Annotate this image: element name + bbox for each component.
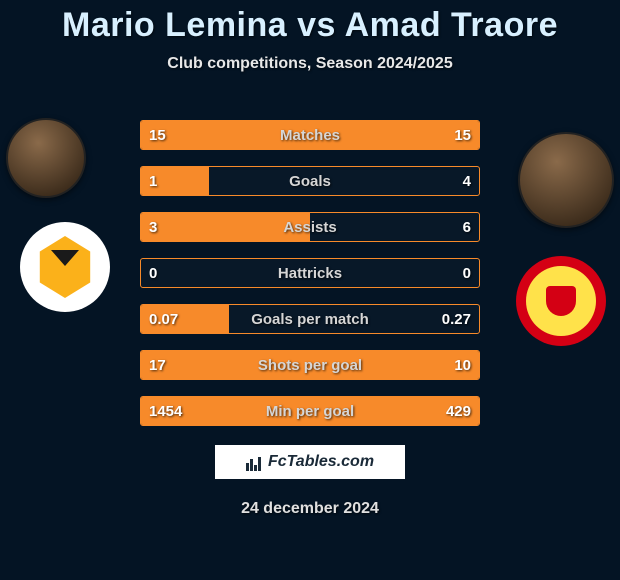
player-avatar-right [518,132,614,228]
stat-value-right: 10 [454,351,471,379]
stat-label: Goals [141,167,479,195]
fctables-badge: FcTables.com [215,445,405,479]
stat-row-matches: 15 Matches 15 [140,120,480,150]
stat-label: Goals per match [141,305,479,333]
stat-value-right: 15 [454,121,471,149]
bars-icon [246,453,262,471]
stat-row-goals-per-match: 0.07 Goals per match 0.27 [140,304,480,334]
stat-value-right: 429 [446,397,471,425]
stat-label: Matches [141,121,479,149]
club-badge-right [516,256,606,346]
stat-label: Min per goal [141,397,479,425]
wolves-icon [37,236,93,298]
stats-chart: 15 Matches 15 1 Goals 4 3 Assists 6 0 Ha… [140,120,480,442]
man-utd-icon [526,266,596,336]
stat-label: Assists [141,213,479,241]
stat-label: Hattricks [141,259,479,287]
comparison-title: Mario Lemina vs Amad Traore [0,0,620,45]
player-avatar-left [6,118,86,198]
fctables-label: FcTables.com [268,453,374,471]
stat-label: Shots per goal [141,351,479,379]
comparison-date: 24 december 2024 [0,500,620,518]
comparison-subtitle: Club competitions, Season 2024/2025 [0,55,620,73]
stat-row-hattricks: 0 Hattricks 0 [140,258,480,288]
stat-value-right: 6 [463,213,471,241]
stat-value-right: 0.27 [442,305,471,333]
club-badge-left [20,222,110,312]
stat-value-right: 4 [463,167,471,195]
stat-value-right: 0 [463,259,471,287]
stat-row-min-per-goal: 1454 Min per goal 429 [140,396,480,426]
stat-row-shots-per-goal: 17 Shots per goal 10 [140,350,480,380]
stat-row-goals: 1 Goals 4 [140,166,480,196]
stat-row-assists: 3 Assists 6 [140,212,480,242]
